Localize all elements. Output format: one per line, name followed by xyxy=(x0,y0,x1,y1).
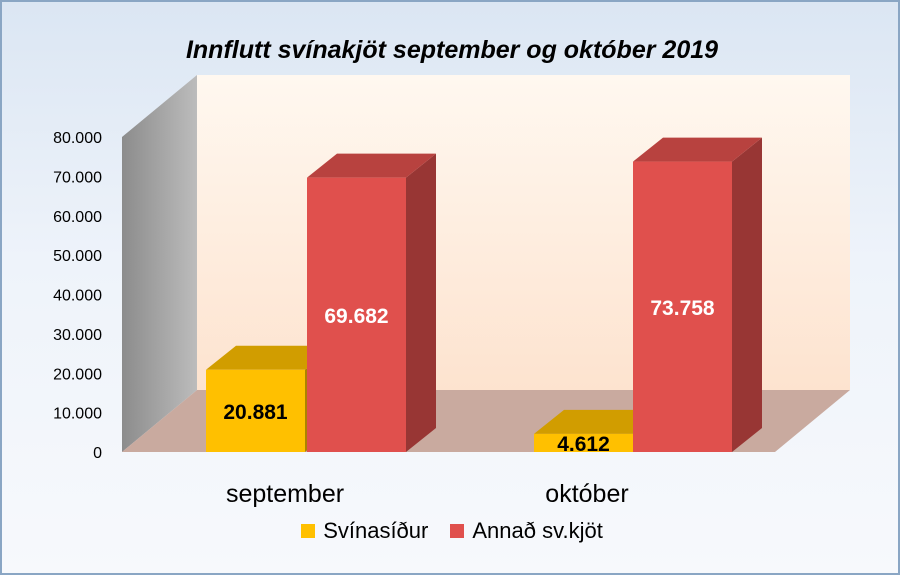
y-tick-label: 20.000 xyxy=(53,366,102,383)
y-tick-label: 70.000 xyxy=(53,169,102,186)
bar-top xyxy=(206,345,335,370)
y-tick-label: 40.000 xyxy=(53,288,102,305)
legend-label-svinasidur: Svínasíður xyxy=(323,518,429,543)
bar-top xyxy=(633,137,762,162)
legend-item-svinasidur: Svínasíður xyxy=(301,518,428,544)
y-tick-label: 80.000 xyxy=(53,130,102,147)
bar-front xyxy=(307,177,406,452)
x-tick-label: september xyxy=(226,480,344,508)
bar-front xyxy=(206,369,305,452)
side-wall xyxy=(122,75,197,452)
bar-front xyxy=(534,433,633,452)
y-axis-ticks: 0 10.000 20.000 30.000 40.000 50.000 60.000 70.… xyxy=(53,130,102,462)
legend-swatch-annad xyxy=(450,524,465,538)
legend-item-annad: Annað sv.kjöt xyxy=(450,518,603,544)
legend-swatch-svinasidur xyxy=(301,524,316,538)
bar: 20.881 xyxy=(206,345,335,452)
bar-top xyxy=(534,409,663,434)
y-tick-label: 30.000 xyxy=(53,327,102,344)
x-axis-ticks: september október xyxy=(226,480,629,508)
bar-top xyxy=(307,153,436,178)
legend-label-annad: Annað sv.kjöt xyxy=(472,518,603,543)
bar-side xyxy=(406,153,436,452)
bar-front xyxy=(633,161,732,452)
y-tick-label: 60.000 xyxy=(53,209,102,226)
data-label: 69.682 xyxy=(324,305,388,328)
legend: Svínasíður Annað sv.kjöt xyxy=(2,518,900,544)
y-tick-label: 0 xyxy=(93,445,102,462)
y-tick-label: 10.000 xyxy=(53,406,102,423)
y-tick-label: 50.000 xyxy=(53,248,102,265)
bar-side xyxy=(732,137,762,452)
chart-title: Innflutt svínakjöt september og október … xyxy=(185,36,719,64)
data-label: 20.881 xyxy=(223,401,288,424)
bar: 73.758 xyxy=(633,137,762,452)
bars: 20.881 69.682 4.612 73.758 xyxy=(206,137,762,456)
data-label: 73.758 xyxy=(650,297,715,320)
bar: 69.682 xyxy=(307,153,436,452)
x-tick-label: október xyxy=(545,480,628,508)
data-label: 4.612 xyxy=(557,433,610,456)
